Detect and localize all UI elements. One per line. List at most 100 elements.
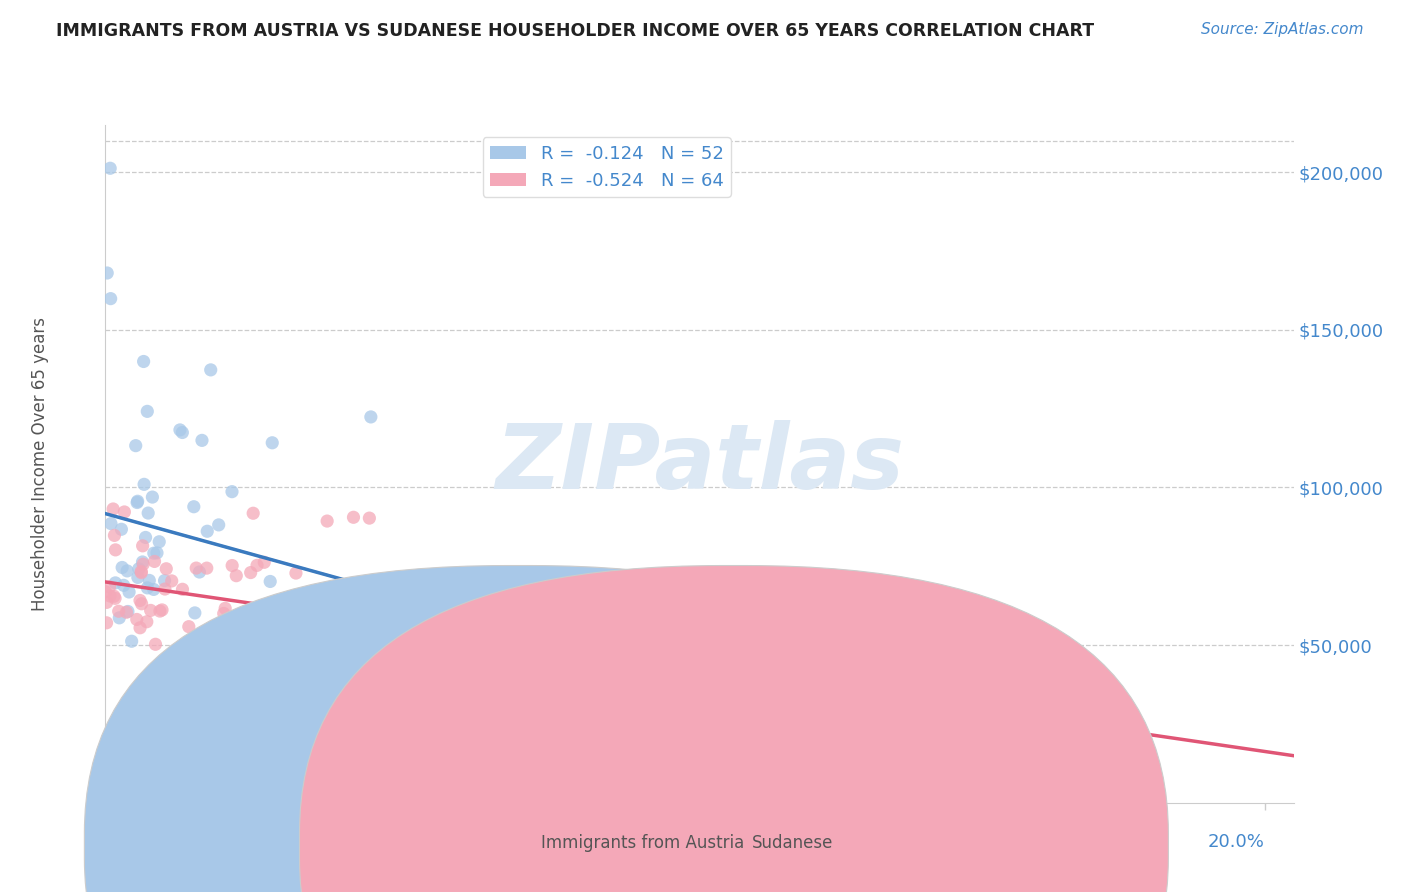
Point [100,516,122,531]
Point [413,586,436,600]
Point [262,435,284,450]
Point [131,539,153,553]
Point [138,574,160,588]
Text: Householder Income Over 65 years: Householder Income Over 65 years [31,317,49,611]
Point [155,562,177,576]
Point [98,161,121,176]
Point [146,546,169,560]
Point [115,605,138,619]
Legend: R =  -0.124   N = 52, R =  -0.524   N = 64: R = -0.124 N = 52, R = -0.524 N = 64 [482,137,731,197]
Point [136,404,159,418]
Point [131,555,153,569]
Point [221,484,243,499]
Point [524,648,547,662]
Point [225,568,247,582]
Point [141,490,163,504]
Point [177,620,200,634]
Point [191,434,214,448]
Point [107,604,129,618]
Point [136,581,159,595]
Point [186,561,208,575]
Point [153,574,176,588]
Point [173,685,195,699]
Point [149,660,172,674]
Point [269,638,291,652]
Point [150,603,173,617]
Point [127,570,149,584]
Point [316,514,339,528]
Point [231,635,253,649]
Point [139,603,162,617]
Text: Sudanese: Sudanese [752,834,834,852]
Point [112,505,135,519]
Point [259,574,281,589]
Point [136,506,159,520]
Point [157,662,180,676]
Point [142,582,165,597]
Point [214,601,236,615]
Point [308,628,330,642]
Point [221,558,243,573]
Point [125,612,148,626]
Point [200,363,222,377]
Point [212,607,235,621]
Point [131,597,153,611]
Point [208,517,231,532]
Point [413,577,436,591]
Point [127,495,149,509]
Point [285,618,308,632]
Point [246,558,269,573]
Point [195,561,218,575]
Point [160,574,183,588]
Text: ZIPatlas: ZIPatlas [495,420,904,508]
Point [110,522,132,536]
Point [183,500,205,514]
Point [100,292,122,306]
Point [129,593,152,607]
Point [115,564,138,578]
Point [96,266,118,280]
Point [128,562,150,576]
Point [184,606,207,620]
Point [103,589,125,603]
Point [426,683,449,698]
Point [242,506,264,520]
Point [283,699,305,714]
Point [118,585,141,599]
Point [328,624,350,639]
Point [284,566,307,580]
Point [104,591,127,606]
Point [188,565,211,579]
Point [257,614,280,628]
Point [121,634,143,648]
Point [142,546,165,560]
Point [239,611,262,625]
Point [198,625,221,640]
Point [127,494,149,508]
Point [135,531,157,545]
Point [101,502,124,516]
Point [172,425,194,440]
Point [108,611,131,625]
Point [104,575,127,590]
Text: 20.0%: 20.0% [1208,833,1264,851]
Point [96,615,118,630]
Point [474,731,496,746]
Point [117,604,139,618]
Point [132,477,155,491]
Point [94,584,117,599]
Point [262,736,284,750]
Point [98,580,121,594]
Point [302,665,325,680]
Text: Immigrants from Austria: Immigrants from Austria [541,834,745,852]
Point [342,510,364,524]
Point [131,566,153,580]
Point [280,604,302,618]
Point [201,625,224,640]
Point [359,511,381,525]
Text: IMMIGRANTS FROM AUSTRIA VS SUDANESE HOUSEHOLDER INCOME OVER 65 YEARS CORRELATION: IMMIGRANTS FROM AUSTRIA VS SUDANESE HOUS… [56,22,1094,40]
Point [132,354,155,368]
Point [103,528,125,542]
Point [129,565,152,579]
Point [112,578,135,592]
